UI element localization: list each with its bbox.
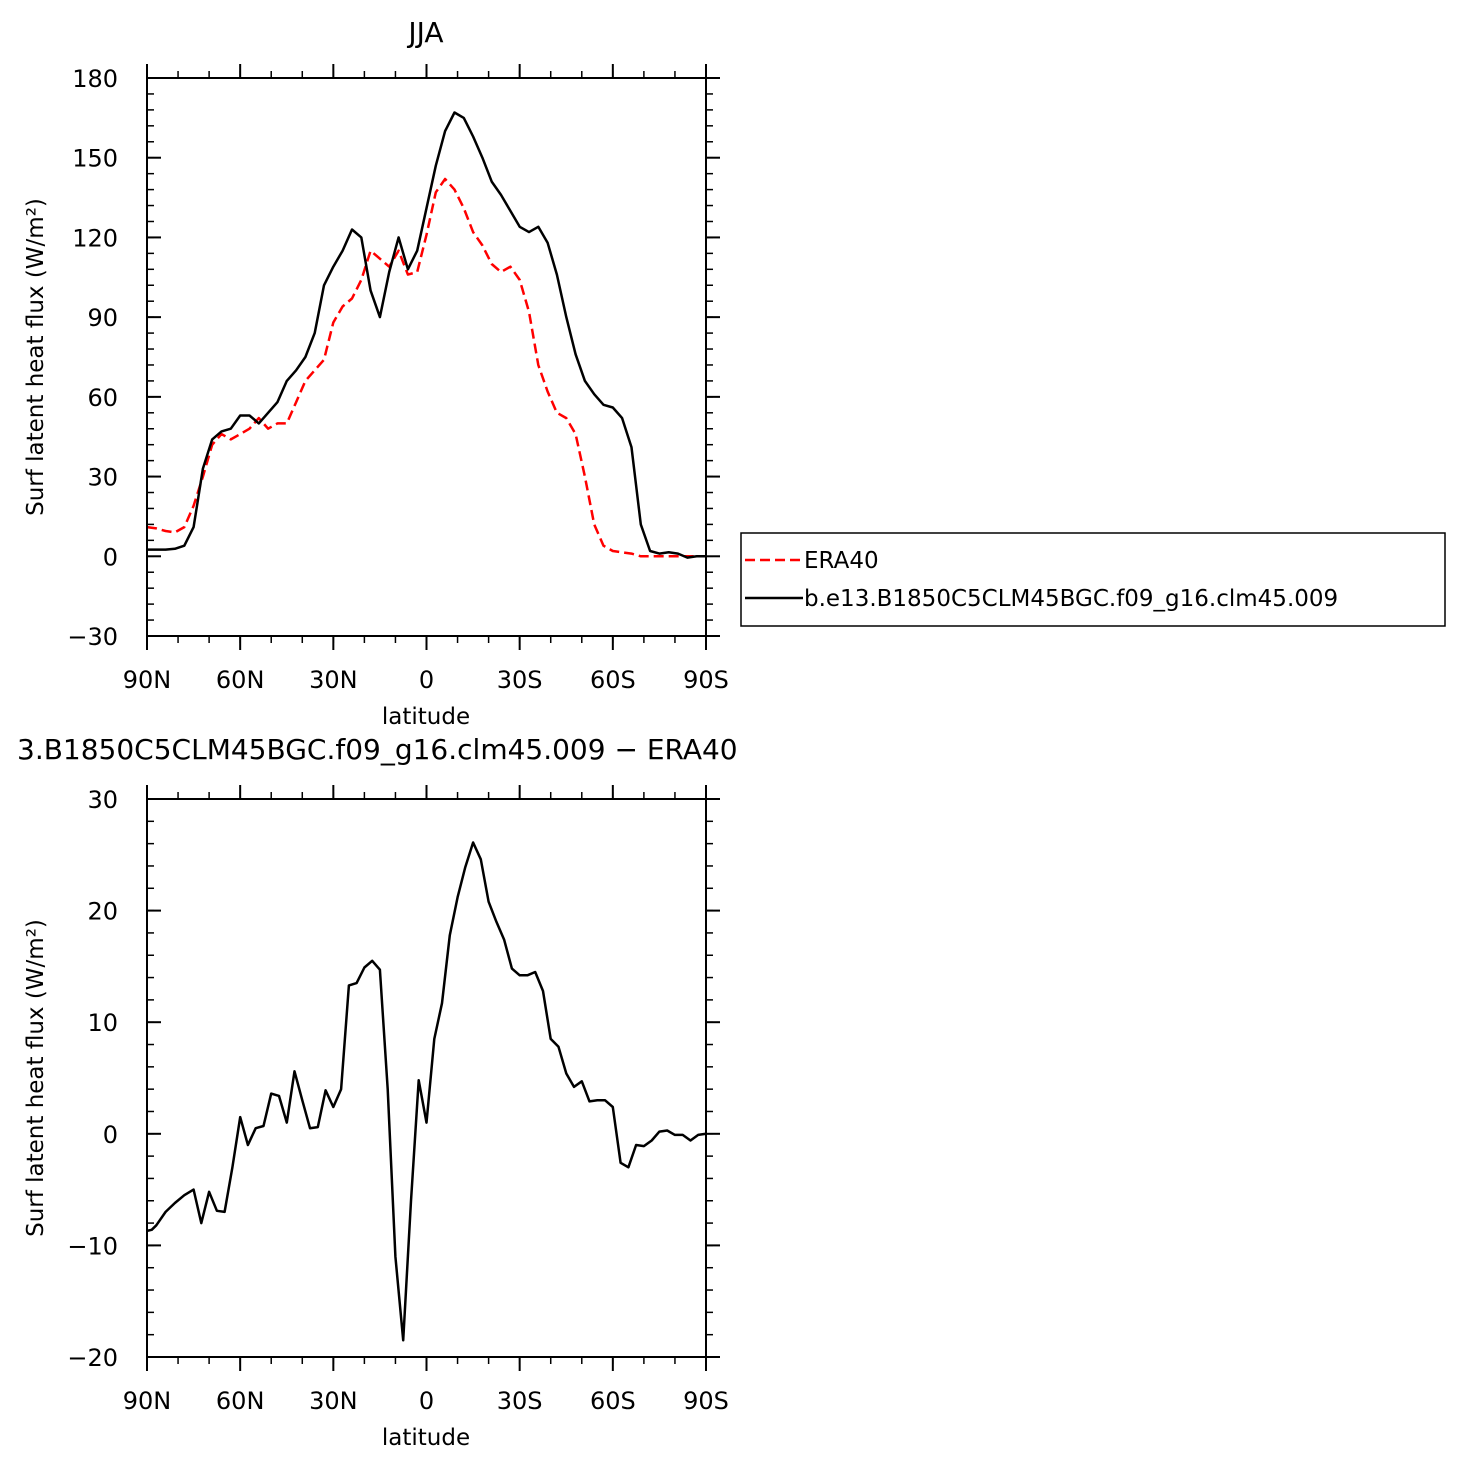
y-tick-label: 150 (72, 145, 118, 173)
y-tick-label: 30 (87, 464, 118, 492)
y-tick-label: 60 (87, 384, 118, 412)
series-line-model (147, 111, 706, 559)
x-tick-label: 90S (683, 666, 729, 694)
x-tick-label: 90N (123, 1387, 172, 1415)
series-lines-bottom (146, 841, 707, 1342)
y-tick-label: 180 (72, 65, 118, 93)
series-line-difference (146, 841, 707, 1342)
y-axis-label-top: Surf latent heat flux (W/m²) (23, 198, 49, 516)
chart-title-bottom: 3.B1850C5CLM45BGC.f09_g16.clm45.009 − ER… (17, 733, 738, 766)
plot-frame-top (146, 77, 707, 637)
bottom-panel-difference: 3.B1850C5CLM45BGC.f09_g16.clm45.009 − ER… (17, 733, 738, 1451)
x-tick-label: 60S (590, 1387, 636, 1415)
series-line-era40 (146, 177, 706, 558)
x-axis-label-bottom: latitude (382, 1425, 470, 1451)
legend-label-era40: ERA40 (804, 548, 879, 574)
x-tick-label: 0 (419, 666, 434, 694)
x-axis-label-top: latitude (382, 704, 470, 730)
chart-title-top: JJA (406, 16, 443, 49)
x-tick-label: 90S (683, 1387, 729, 1415)
plot-frame-bottom (146, 798, 707, 1358)
y-tick-label: 120 (72, 224, 118, 252)
legend-label-model: b.e13.B1850C5CLM45BGC.f09_g16.clm45.009 (804, 586, 1338, 612)
x-tick-labels-top: 90N 60N 30N 0 30S 60S 90S (123, 64, 729, 694)
y-tick-label: 0 (103, 543, 118, 571)
y-tick-label: 30 (87, 786, 118, 814)
x-tick-label: 30S (497, 666, 543, 694)
y-tick-label: −30 (67, 623, 118, 651)
legend: ERA40 b.e13.B1850C5CLM45BGC.f09_g16.clm4… (740, 532, 1446, 627)
x-tick-label: 30N (309, 666, 358, 694)
y-tick-label: 20 (87, 898, 118, 926)
y-tick-label: −20 (67, 1344, 118, 1372)
x-tick-label: 60N (216, 1387, 265, 1415)
x-tick-label: 60S (590, 666, 636, 694)
y-tick-labels-top: −30 0 30 60 90 120 150 180 (67, 65, 720, 651)
top-panel-jja: JJA −30 0 30 60 90 120 150 180 90N 60N 30N 0 30S 60S… (23, 16, 729, 730)
x-tick-label: 30S (497, 1387, 543, 1415)
y-tick-label: 10 (87, 1009, 118, 1037)
x-tick-label: 0 (419, 1387, 434, 1415)
y-tick-labels-bottom: −20 −10 0 10 20 30 (67, 786, 720, 1372)
y-tick-label: 90 (87, 304, 118, 332)
series-lines-top (146, 111, 706, 559)
x-tick-label: 30N (309, 1387, 358, 1415)
legend-box (740, 532, 1446, 627)
y-axis-label-bottom: Surf latent heat flux (W/m²) (23, 919, 49, 1237)
y-tick-label: 0 (103, 1121, 118, 1149)
y-tick-label: −10 (67, 1232, 118, 1260)
x-tick-label: 60N (216, 666, 265, 694)
x-tick-label: 90N (123, 666, 172, 694)
x-tick-labels-bottom: 90N 60N 30N 0 30S 60S 90S (123, 785, 729, 1415)
